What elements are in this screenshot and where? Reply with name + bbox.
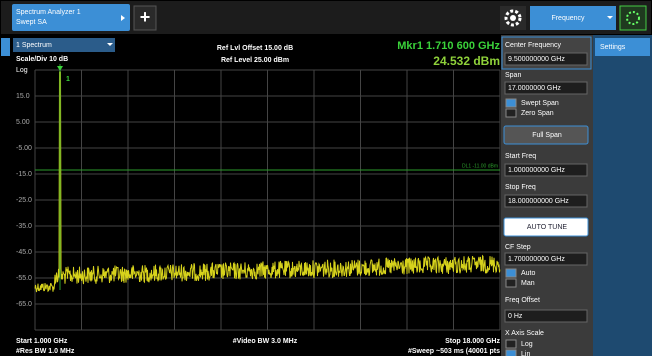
ref-level: Ref Level 25.00 dBm — [221, 57, 289, 64]
resolution-bandwidth: #Res BW 1.0 MHz — [16, 348, 75, 355]
radio-label: Lin — [521, 351, 530, 356]
menu-label: Center Frequency — [505, 42, 562, 49]
add-label: + — [140, 7, 151, 27]
ref-offset: Ref Lvl Offset 15.00 dB — [217, 45, 293, 52]
status-icon[interactable] — [619, 5, 647, 31]
gear-icon — [504, 9, 522, 27]
marker-number: 1 — [66, 76, 70, 83]
value-field[interactable] — [504, 52, 588, 66]
mode-label: Frequency — [551, 15, 585, 22]
radio-label: Swept Span — [521, 100, 559, 107]
add-button[interactable] — [133, 5, 157, 31]
marker-frequency: Mkr1 1.710 600 GHz — [397, 40, 500, 52]
stop-frequency: Stop 18.000 GHz — [445, 338, 500, 345]
radio[interactable] — [505, 98, 517, 108]
value-text: 1.700000000 GHz — [508, 256, 565, 263]
value-field[interactable] — [504, 309, 588, 323]
y-tick-label: -35.0 — [16, 223, 32, 230]
y-tick-label: -5.00 — [16, 145, 32, 152]
value-field[interactable] — [504, 252, 588, 266]
start-frequency: Start 1.000 GHz — [16, 338, 68, 345]
y-tick-label: -25.0 — [16, 197, 32, 204]
value-text: 17.0000000 GHz — [508, 85, 561, 92]
value-field[interactable] — [504, 81, 588, 95]
menu-button[interactable] — [503, 125, 589, 145]
video-bandwidth: #Video BW 3.0 MHz — [233, 338, 298, 345]
button-label: Full Span — [532, 132, 562, 139]
tab-arrow — [121, 15, 125, 21]
radio[interactable] — [505, 108, 517, 118]
scale-type: Log — [16, 67, 28, 74]
menu-button[interactable] — [503, 217, 589, 237]
settings-label: Settings — [600, 44, 626, 51]
radio[interactable] — [505, 349, 517, 356]
menu-label: Freq Offset — [505, 297, 540, 304]
radio[interactable] — [505, 268, 517, 278]
mode-arrow — [607, 16, 613, 19]
menu-label: Stop Freq — [505, 184, 536, 191]
display — [12, 36, 500, 356]
radio-label: Auto — [521, 270, 536, 277]
sweep-time: #Sweep ~503 ms (40001 pts — [408, 348, 500, 355]
display-line-label: DL1 -11.00 dBm — [462, 163, 498, 169]
y-tick-label: -15.0 — [16, 171, 32, 178]
trace — [34, 71, 501, 293]
graticule: 15.0 5.00 -5.00 -15.0 -25.0 -35.0 -45.0 -55.0 -6… — [16, 64, 501, 331]
tab-title: Spectrum Analyzer 1 — [16, 9, 81, 16]
value-field[interactable] — [504, 194, 588, 208]
value-text: 18.000000000 GHz — [508, 198, 569, 205]
settings-tab[interactable] — [595, 38, 650, 56]
radio[interactable] — [505, 339, 517, 349]
value-text: 0 Hz — [508, 313, 523, 320]
radio-label: Man — [521, 280, 535, 287]
y-tick-label: 5.00 — [16, 119, 30, 126]
menu-label: X Axis Scale — [505, 330, 544, 337]
value-text: 9.500000000 GHz — [508, 56, 565, 63]
value-field[interactable] — [504, 163, 588, 177]
marker-amplitude: 24.532 dBm — [433, 54, 500, 68]
marker-diamond — [57, 66, 63, 71]
menu-label: CF Step — [505, 244, 531, 251]
status-spinner — [626, 11, 640, 25]
radio-label: Log — [521, 341, 533, 348]
y-tick-label: -45.0 — [16, 249, 32, 256]
gear-hub — [510, 15, 516, 21]
y-tick-label: -65.0 — [16, 301, 32, 308]
y-tick-label: 15.0 — [16, 93, 30, 100]
menu: Center Frequency 9.500000000 GHz Span 17.00… — [501, 36, 592, 356]
radio[interactable] — [505, 278, 517, 288]
y-tick-label: -55.0 — [16, 275, 32, 282]
menu-label: Span — [505, 72, 521, 79]
side-panel — [593, 35, 652, 356]
radio-label: Zero Span — [521, 110, 554, 117]
value-text: 1.000000000 GHz — [508, 167, 565, 174]
window-label: 1 Spectrum — [16, 42, 52, 49]
window-selector[interactable] — [13, 38, 115, 52]
tab-subtitle: Swept SA — [16, 19, 47, 26]
window-arrow — [107, 43, 113, 46]
analyzer-tab[interactable] — [12, 4, 130, 31]
scale-label: Scale/Div 10 dB — [16, 56, 68, 63]
button-label: AUTO TUNE — [527, 224, 568, 231]
mode-button[interactable] — [530, 6, 616, 30]
menu-label: Start Freq — [505, 153, 536, 160]
left-tab[interactable] — [1, 38, 10, 56]
